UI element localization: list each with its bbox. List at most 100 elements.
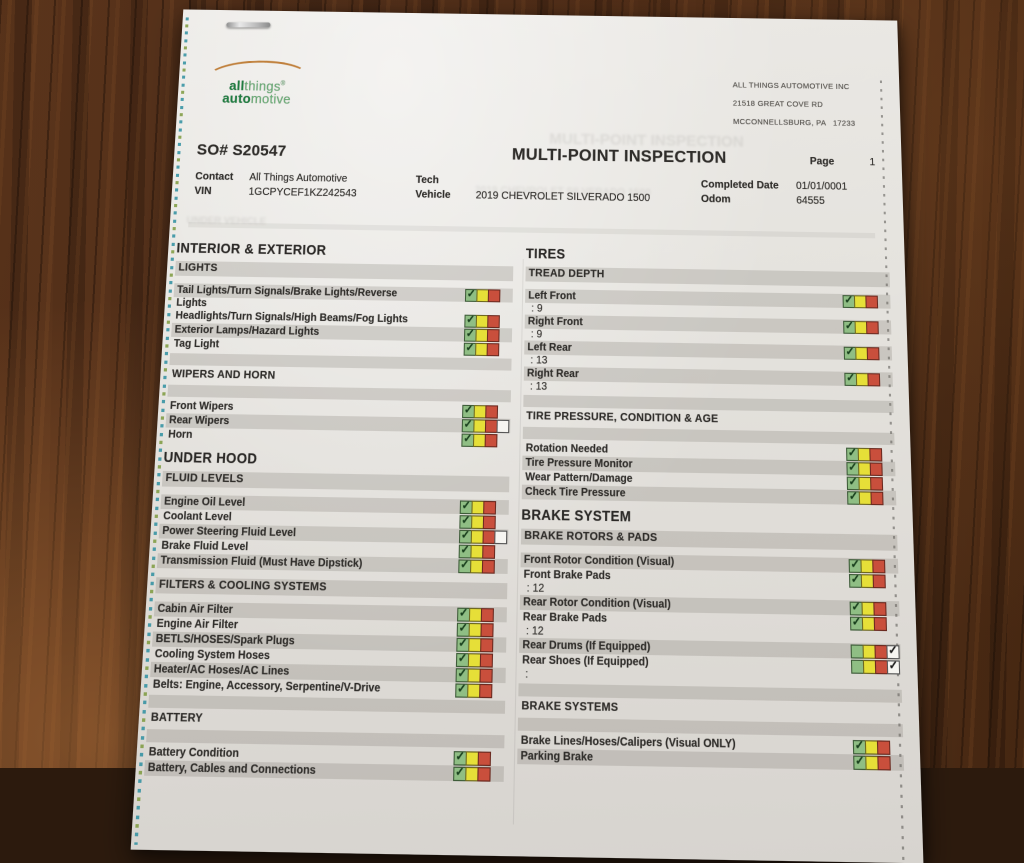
check-icon: ✓	[851, 600, 861, 614]
check-icon: ✓	[455, 749, 465, 764]
vehicle-label: Vehicle	[415, 189, 451, 202]
checkbox-red	[865, 294, 879, 308]
status-checkboxes: ✓	[453, 749, 492, 766]
allthings-automotive-logo: allthings® automotive	[204, 59, 311, 107]
checkbox-red	[486, 328, 500, 342]
checkbox-na	[496, 419, 510, 433]
company-address: ALL THINGS AUTOMOTIVE INC 21518 GREAT CO…	[733, 76, 906, 134]
check-icon: ✓	[455, 765, 465, 779]
page-label: Page	[809, 155, 835, 168]
checkbox-red	[480, 637, 494, 652]
title-row: SO# S20547 MULTI-POINT INSPECTION Page 1	[196, 141, 875, 170]
tech-label: Tech	[415, 174, 440, 187]
check-icon: ✓	[851, 615, 862, 629]
completed-date-value: 01/01/0001	[795, 180, 848, 193]
check-icon: ✓	[460, 543, 470, 557]
checkbox-red	[866, 346, 880, 360]
status-checkboxes: ✓	[843, 345, 880, 360]
status-checkboxes: ✓	[464, 313, 500, 328]
status-checkboxes: ✓	[849, 615, 888, 631]
item-label: Battery, Cables and Connections	[147, 760, 316, 777]
checkbox-red	[477, 766, 491, 782]
check-icon: ✓	[846, 371, 856, 384]
check-icon: ✓	[461, 514, 471, 527]
status-checkboxes: ✓	[463, 341, 500, 356]
checkbox-red	[870, 476, 884, 491]
item-label: Belts: Engine, Accessory, Serpentine/V-D…	[152, 677, 381, 695]
check-icon: ✓	[466, 287, 476, 300]
check-icon: ✓	[888, 643, 898, 657]
check-icon: ✓	[465, 341, 475, 354]
status-checkboxes: ✓	[846, 461, 883, 476]
status-checkboxes: ✓	[848, 572, 886, 588]
status-checkboxes: ✓	[457, 606, 494, 622]
status-checkboxes: ✓	[850, 643, 900, 659]
check-icon: ✓	[844, 319, 854, 332]
vehicle-value: 2019 CHEVROLET SILVERADO 1500	[475, 190, 651, 205]
checkbox-red	[485, 404, 499, 419]
checkbox-red	[479, 652, 494, 668]
section-heading: UNDER HOOD	[163, 449, 258, 467]
status-checkboxes: ✓	[455, 667, 493, 683]
completed-date-label: Completed Date	[700, 179, 779, 192]
status-checkboxes: ✓	[456, 636, 494, 652]
status-checkboxes: ✓	[850, 659, 901, 674]
check-icon: ✓	[457, 651, 468, 665]
status-checkboxes: ✓	[464, 287, 501, 302]
status-checkboxes: ✓	[849, 600, 887, 616]
check-icon: ✓	[461, 499, 471, 512]
checkbox-red	[870, 490, 884, 505]
checkbox-red	[480, 607, 494, 622]
check-icon: ✓	[854, 738, 865, 753]
checkbox-red	[477, 750, 492, 766]
item-label: Horn	[167, 428, 193, 441]
check-icon: ✓	[466, 313, 476, 326]
check-icon: ✓	[458, 606, 469, 620]
status-checkboxes: ✓	[453, 765, 491, 782]
section-heading: BRAKE SYSTEM	[521, 507, 632, 525]
status-checkboxes: ✓	[455, 682, 493, 698]
checkbox-red	[872, 573, 886, 588]
check-icon: ✓	[460, 558, 470, 572]
section-heading: INTERIOR & EXTERIOR	[176, 240, 327, 258]
sheet-content: MULTI-POINT INSPECTION 2019 CHEVROLET SI…	[131, 9, 924, 863]
section-heading: TIRES	[525, 246, 566, 262]
vehicle-info-grid: Contact All Things Automotive Tech Compl…	[194, 171, 882, 208]
check-icon: ✓	[845, 345, 855, 358]
check-icon: ✓	[465, 327, 475, 340]
checkbox-na: ✓	[886, 643, 900, 659]
status-checkboxes: ✓	[458, 529, 508, 544]
tech-value	[476, 175, 701, 190]
status-checkboxes: ✓	[455, 651, 494, 668]
checkbox-red	[479, 667, 493, 683]
check-icon: ✓	[458, 636, 468, 650]
checkbox-red	[869, 447, 883, 461]
check-icon: ✓	[457, 667, 467, 681]
status-checkboxes: ✓	[461, 432, 498, 447]
contact-label: Contact	[194, 171, 234, 184]
page-title: MULTI-POINT INSPECTION	[511, 146, 727, 168]
service-order-number: SO# S20547	[196, 141, 287, 161]
status-checkboxes: ✓	[846, 447, 883, 461]
status-checkboxes: ✓	[461, 418, 510, 433]
checkbox-red	[872, 558, 886, 573]
status-checkboxes: ✓	[842, 294, 879, 308]
status-checkboxes: ✓	[852, 738, 891, 755]
status-checkboxes: ✓	[458, 558, 495, 574]
page-number: 1	[869, 156, 876, 169]
checkbox-red	[482, 514, 496, 529]
checkbox-red	[482, 544, 496, 559]
checkbox-red	[487, 314, 500, 328]
checkbox-red	[865, 320, 879, 334]
check-icon: ✓	[855, 754, 865, 768]
checkbox-red	[876, 739, 891, 755]
check-icon: ✓	[463, 418, 473, 431]
odom-label: Odom	[700, 193, 731, 206]
column-2: TIRES TREAD DEPTH Left Front ✓: 9 Right Fron…	[517, 246, 905, 788]
page-indicator: Page 1	[810, 156, 876, 168]
check-icon: ✓	[850, 572, 861, 586]
contact-value: All Things Automotive	[249, 171, 348, 185]
check-icon: ✓	[888, 659, 899, 673]
checkbox-red	[481, 559, 495, 574]
checkbox-na: ✓	[886, 659, 901, 674]
